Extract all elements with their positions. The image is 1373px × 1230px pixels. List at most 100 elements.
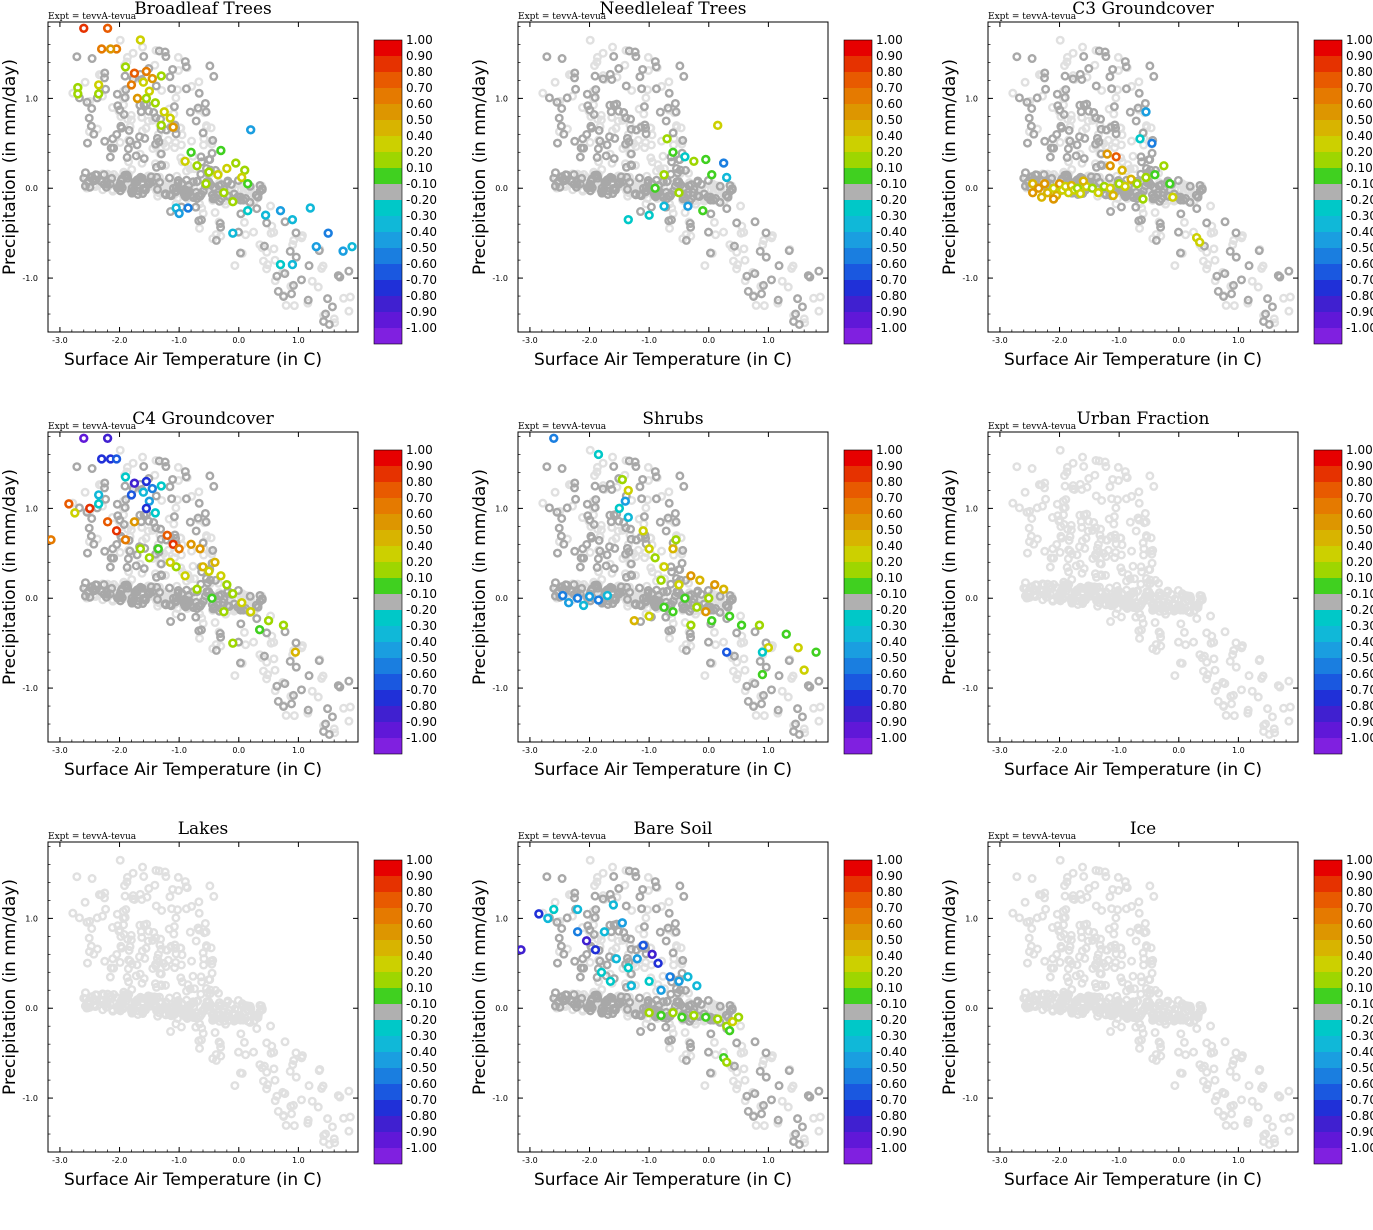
colorbar-swatch [374,546,402,562]
data-point [256,626,263,633]
data-point [1143,174,1150,181]
colorbar-label: -0.80 [1346,699,1373,713]
data-point [682,153,689,160]
colorbar-swatch [844,1148,872,1164]
y-axis-label: Precipitation (in mm/day) [0,469,20,685]
colorbar-label: -0.70 [876,1093,907,1107]
colorbar-label: -0.20 [1346,193,1373,207]
colorbar-label: 0.90 [876,459,903,473]
colorbar-swatch [844,482,872,498]
colorbar-label: 0.50 [1346,113,1373,127]
data-point [289,216,296,223]
data-point [685,203,692,210]
colorbar-label: 0.20 [1346,555,1373,569]
data-point [185,205,192,212]
colorbar-label: -0.90 [1346,715,1373,729]
data-point [143,95,150,102]
colorbar-label: -0.10 [406,177,437,191]
colorbar-swatch [844,956,872,972]
data-point [1140,196,1147,203]
data-point [652,554,659,561]
colorbar-label: -1.00 [876,321,907,335]
colorbar-label: 0.80 [406,65,433,79]
colorbar-label: 0.70 [406,81,433,95]
data-point [735,1014,742,1021]
data-point [670,1009,677,1016]
colorbar-label: -0.60 [1346,667,1373,681]
data-point [131,518,138,525]
data-point [580,602,587,609]
data-point [1143,108,1150,115]
data-point [714,122,721,129]
colorbar-label: -0.30 [876,209,907,223]
data-point [1080,178,1087,185]
chart-title: C4 Groundcover [132,409,274,429]
x-tick-label: -1.0 [1111,746,1127,755]
data-point [80,25,87,32]
colorbar-label: 0.70 [876,901,903,915]
data-point [711,581,718,588]
colorbar-label: 0.40 [876,949,903,963]
data-point [646,613,653,620]
experiment-label: Expt = tevvA-tevua [48,422,137,432]
data-point [670,608,677,615]
colorbar-swatch [1314,152,1342,168]
data-point [292,649,299,656]
colorbar-swatch [844,738,872,754]
colorbar-swatch [844,296,872,312]
colorbar-label: 0.50 [406,113,433,127]
colorbar-swatch [844,200,872,216]
colorbar-swatch [1314,88,1342,104]
colorbar-label: -0.30 [406,209,437,223]
colorbar-swatch [1314,690,1342,706]
colorbar-label: 0.80 [406,475,433,489]
data-point [544,915,551,922]
data-point [164,532,171,539]
data-point [652,185,659,192]
colorbar-swatch [374,972,402,988]
colorbar-swatch [374,860,402,876]
x-tick-label: 0.0 [232,1156,245,1165]
colorbar-label: 1.00 [876,853,903,867]
colorbar-swatch [374,72,402,88]
colorbar-label: 0.10 [1346,161,1373,175]
colorbar-label: 0.90 [876,49,903,63]
colorbar-swatch [844,706,872,722]
y-tick-label: 0.0 [495,184,508,193]
colorbar-swatch [844,40,872,56]
colorbar-label: 0.60 [406,507,433,521]
y-tick-label: -1.0 [22,1094,38,1103]
data-point [349,243,356,250]
colorbar-label: -0.80 [1346,289,1373,303]
data-point [167,115,174,122]
colorbar-swatch [1314,232,1342,248]
data-point [610,901,617,908]
y-tick-label: 1.0 [495,94,508,103]
data-point [1104,151,1111,158]
colorbar-swatch [374,450,402,466]
x-axis-label: Surface Air Temperature (in C) [534,1170,792,1190]
colorbar-label: 0.20 [406,145,433,159]
data-point [238,599,245,606]
x-axis-label: Surface Air Temperature (in C) [1004,760,1262,780]
data-point [673,536,680,543]
data-point [107,46,114,53]
data-point [80,435,87,442]
data-point [176,210,183,217]
colorbar-swatch [374,120,402,136]
colorbar-swatch [1314,722,1342,738]
data-point [241,167,248,174]
x-tick-label: -3.0 [52,746,68,755]
colorbar-swatch [374,924,402,940]
colorbar-label: -0.90 [406,1125,437,1139]
x-tick-label: -3.0 [52,1156,68,1165]
colorbar-label: -0.40 [406,635,437,649]
colorbar-swatch [1314,626,1342,642]
colorbar-label: -0.50 [406,651,437,665]
colorbar-label: -0.60 [406,667,437,681]
data-point [646,212,653,219]
data-point [625,514,632,521]
